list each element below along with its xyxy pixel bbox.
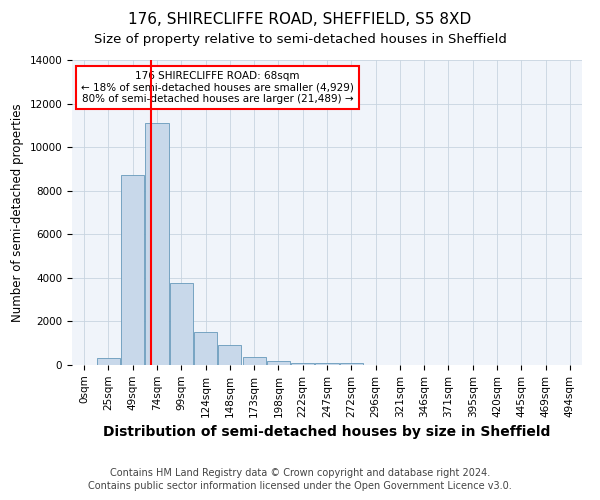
Text: 176 SHIRECLIFFE ROAD: 68sqm
← 18% of semi-detached houses are smaller (4,929)
80: 176 SHIRECLIFFE ROAD: 68sqm ← 18% of sem… xyxy=(81,71,354,104)
Text: Contains HM Land Registry data © Crown copyright and database right 2024.: Contains HM Land Registry data © Crown c… xyxy=(110,468,490,477)
Y-axis label: Number of semi-detached properties: Number of semi-detached properties xyxy=(11,103,24,322)
Bar xyxy=(145,123,169,365)
Text: Size of property relative to semi-detached houses in Sheffield: Size of property relative to semi-detach… xyxy=(94,32,506,46)
Text: Contains public sector information licensed under the Open Government Licence v3: Contains public sector information licen… xyxy=(88,481,512,491)
Bar xyxy=(291,362,314,365)
Bar xyxy=(340,362,363,365)
Text: 176, SHIRECLIFFE ROAD, SHEFFIELD, S5 8XD: 176, SHIRECLIFFE ROAD, SHEFFIELD, S5 8XD xyxy=(128,12,472,28)
Bar xyxy=(194,332,217,365)
Bar xyxy=(97,358,120,365)
Bar xyxy=(267,360,290,365)
Bar xyxy=(170,284,193,365)
X-axis label: Distribution of semi-detached houses by size in Sheffield: Distribution of semi-detached houses by … xyxy=(103,425,551,439)
Bar xyxy=(242,356,266,365)
Bar xyxy=(316,363,338,365)
Bar xyxy=(218,346,241,365)
Bar xyxy=(121,176,144,365)
